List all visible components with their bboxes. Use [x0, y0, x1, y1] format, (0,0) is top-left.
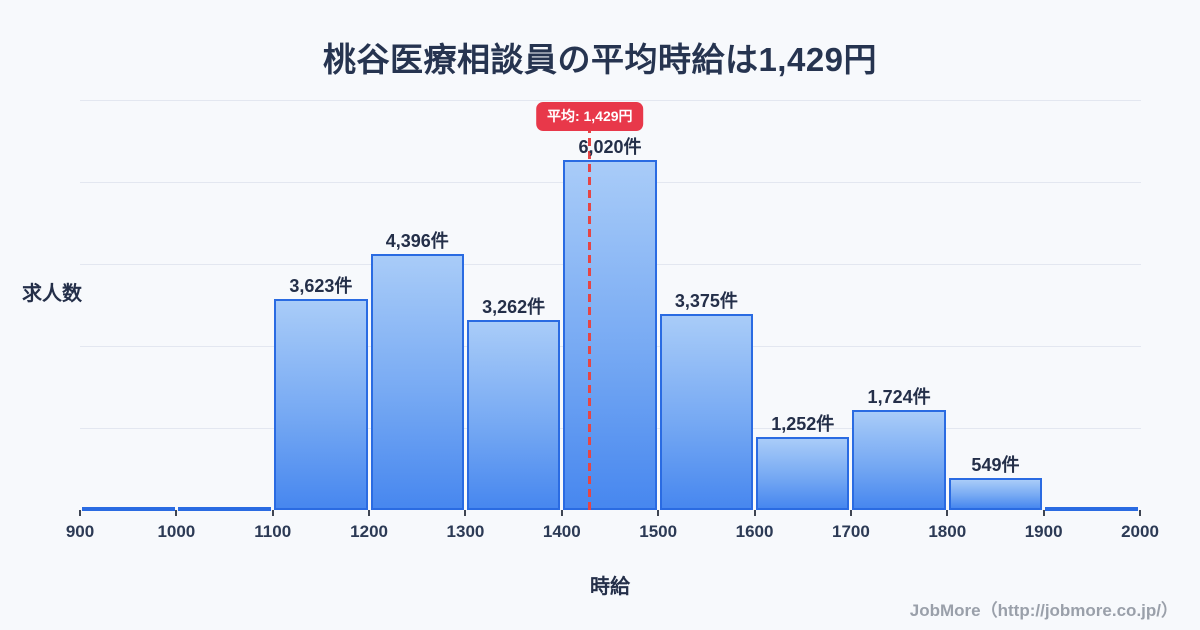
bar-value-label: 3,623件: [289, 276, 353, 297]
x-axis-tick-label: 1000: [157, 522, 196, 541]
histogram-bar: [948, 478, 1043, 510]
x-axis-tick: [464, 510, 467, 516]
x-axis-tick: [271, 510, 274, 516]
x-axis-tick-label: 1600: [735, 522, 774, 541]
x-axis-tick-label: 1200: [350, 522, 388, 541]
histogram-bar: [177, 506, 272, 511]
page-title: 桃谷医療相談員の平均時給は1,429円: [322, 41, 878, 78]
histogram-bar: [563, 159, 657, 510]
x-axis-tick: [560, 510, 563, 516]
x-axis-tick: [946, 510, 949, 516]
x-axis-tick-label: 1400: [542, 522, 581, 541]
mean-value-line: [588, 112, 592, 510]
histogram-bar: [466, 320, 561, 510]
bar-value-label: 3,262件: [482, 297, 546, 318]
histogram-bar: [81, 506, 175, 511]
histogram-bar: [756, 437, 850, 510]
x-axis-tick: [175, 510, 178, 516]
footer-credit: JobMore（http://jobmore.co.jp/）: [909, 601, 1178, 620]
x-axis-tick-label: 1500: [639, 522, 678, 541]
x-axis-label: 時給: [590, 576, 630, 598]
bar-value-label: 1,724件: [867, 386, 931, 407]
histogram-bar: [659, 313, 754, 510]
x-axis-tick: [1139, 510, 1141, 516]
x-axis-tick-label: 1100: [254, 522, 292, 541]
bar-value-label: 549件: [971, 455, 1020, 476]
mean-value-badge: 平均: 1,429円: [535, 102, 644, 131]
bar-value-label: 1,252件: [771, 414, 835, 435]
histogram-bar: [274, 299, 368, 510]
x-axis-tick: [79, 510, 81, 516]
x-axis-tick-label: 2000: [1121, 522, 1159, 541]
x-axis-tick-label: 1900: [1024, 522, 1063, 541]
histogram-bar: [852, 409, 946, 510]
x-axis-tick-label: 1300: [446, 522, 485, 541]
x-axis-tick-label: 1700: [831, 522, 870, 541]
x-axis-tick: [657, 510, 660, 516]
x-axis-tick: [753, 510, 756, 516]
grid-line: [80, 100, 1141, 101]
bar-value-label: 6,020件: [578, 136, 642, 157]
x-axis-tick: [1042, 510, 1045, 516]
bar-value-label: 3,375件: [674, 290, 738, 311]
histogram-bar: [1045, 506, 1139, 511]
x-axis-tick: [368, 510, 371, 516]
bar-value-label: 4,396件: [385, 231, 449, 252]
x-axis-tick: [849, 510, 852, 516]
y-axis-label: 求人数: [22, 283, 82, 305]
histogram-bar: [370, 254, 464, 510]
x-axis-tick-label: 900: [65, 522, 95, 541]
x-axis-tick-label: 1800: [928, 522, 967, 541]
